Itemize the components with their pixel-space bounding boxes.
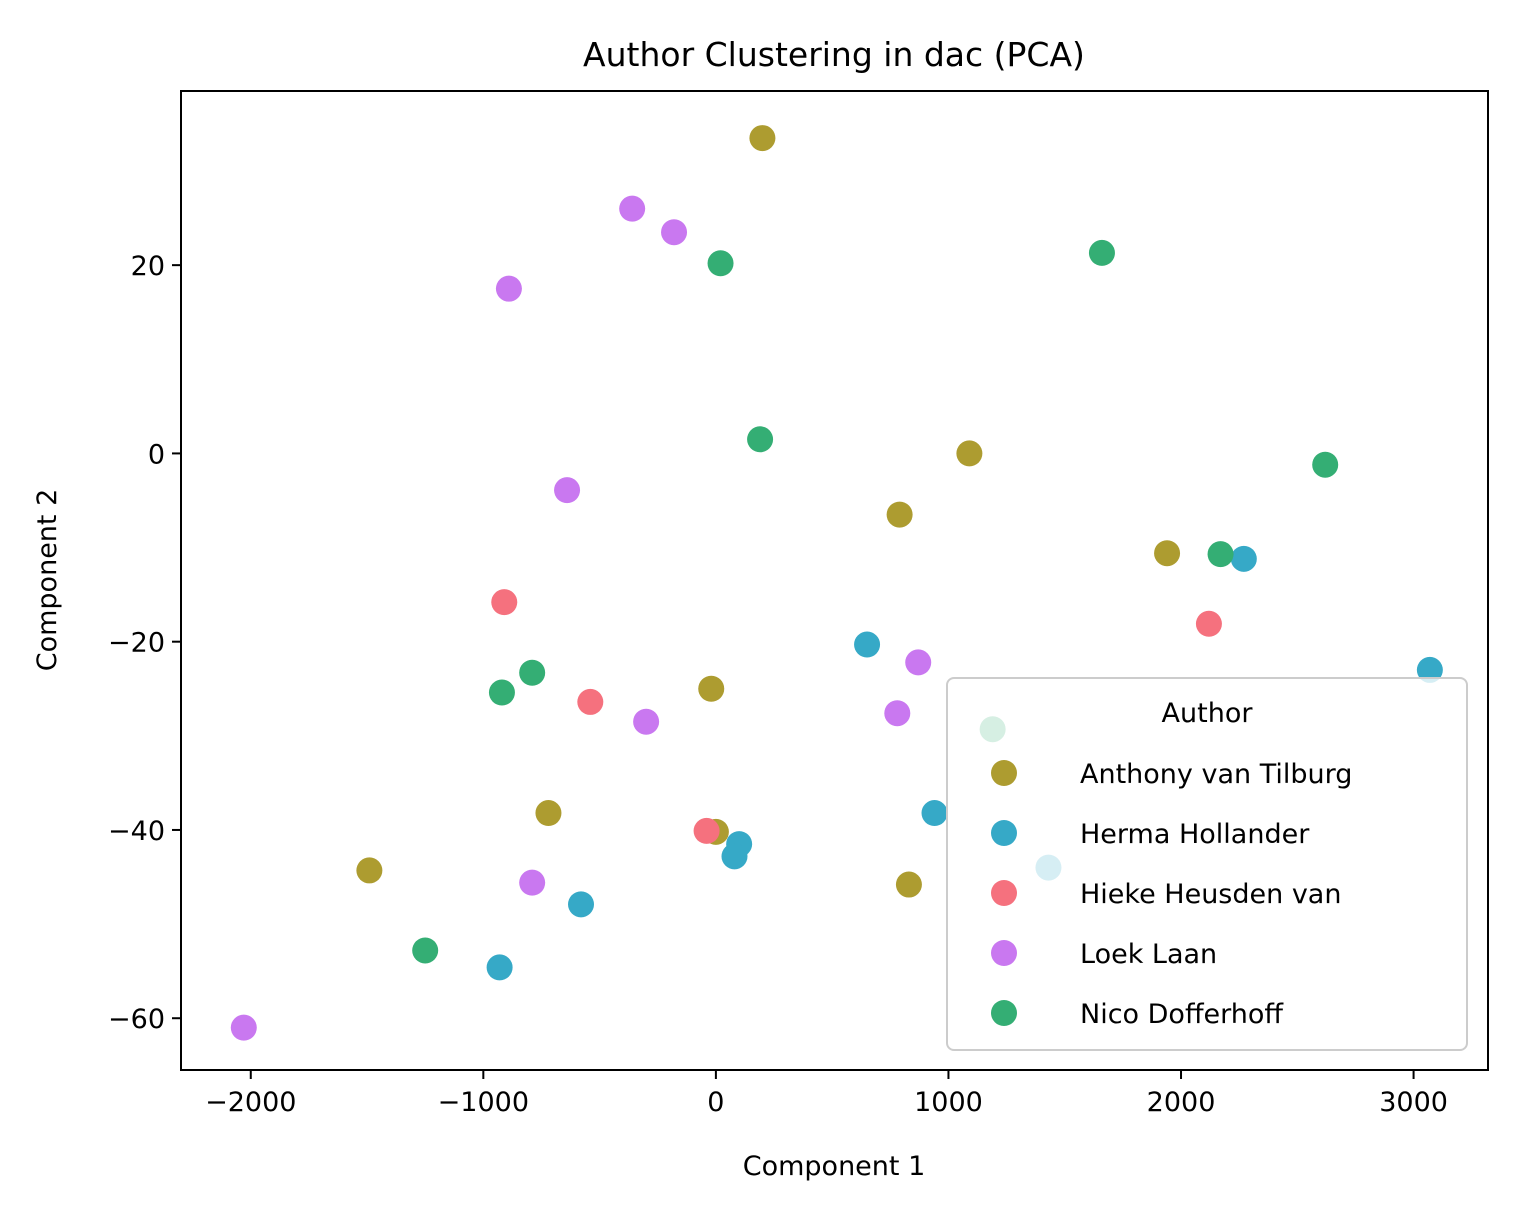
point-anthony-van-tilburg <box>895 871 922 898</box>
point-nico-dofferhoff <box>1312 451 1339 478</box>
legend-label-loek-laan: Loek Laan <box>1080 939 1217 970</box>
point-herma-hollander <box>568 891 595 918</box>
point-herma-hollander <box>921 800 948 827</box>
legend-box <box>946 677 1468 1051</box>
legend-label-anthony-van-tilburg: Anthony van Tilburg <box>1080 759 1352 790</box>
y-tick-label: −60 <box>108 1004 165 1035</box>
y-tick-label: −20 <box>108 628 165 659</box>
point-hieke-heusden-van <box>577 688 604 715</box>
legend-items: Anthony van Tilburg Herma Hollander Hieke … <box>991 759 1352 1030</box>
point-anthony-van-tilburg <box>1154 540 1181 567</box>
point-hieke-heusden-van <box>1195 610 1222 637</box>
legend-label-nico-dofferhoff: Nico Dofferhoff <box>1080 999 1284 1030</box>
point-anthony-van-tilburg <box>886 501 913 528</box>
point-loek-laan <box>884 700 911 727</box>
legend-marker-nico-dofferhoff <box>991 1000 1017 1026</box>
x-tick-label: 2000 <box>1147 1087 1216 1118</box>
x-tick-label: 0 <box>707 1087 724 1118</box>
legend-marker-loek-laan <box>991 940 1017 966</box>
point-herma-hollander <box>854 631 881 658</box>
point-nico-dofferhoff <box>1207 541 1234 568</box>
y-tick-label: −40 <box>108 816 165 847</box>
point-loek-laan <box>633 708 660 735</box>
point-loek-laan <box>554 477 581 504</box>
point-nico-dofferhoff <box>747 426 774 453</box>
point-anthony-van-tilburg <box>956 440 983 467</box>
point-loek-laan <box>495 275 522 302</box>
point-loek-laan <box>619 195 646 222</box>
point-nico-dofferhoff <box>707 250 734 277</box>
y-tick-label: 0 <box>148 439 165 470</box>
point-nico-dofferhoff <box>412 937 439 964</box>
legend-label-herma-hollander: Herma Hollander <box>1080 819 1310 850</box>
point-loek-laan <box>230 1014 257 1041</box>
legend-marker-herma-hollander <box>991 820 1017 846</box>
point-anthony-van-tilburg <box>698 675 725 702</box>
point-herma-hollander <box>721 843 748 870</box>
x-tick-label: 1000 <box>914 1087 983 1118</box>
y-axis-ticks: −60 −40 −20 0 20 <box>108 251 181 1035</box>
point-loek-laan <box>905 649 932 676</box>
point-anthony-van-tilburg <box>356 857 383 884</box>
y-axis-label: Component 2 <box>32 489 63 672</box>
legend-label-hieke-heusden-van: Hieke Heusden van <box>1080 879 1341 910</box>
point-herma-hollander <box>486 954 513 981</box>
legend-marker-hieke-heusden-van <box>991 880 1017 906</box>
x-axis-ticks: −2000 −1000 0 1000 2000 3000 <box>205 1070 1448 1118</box>
x-tick-label: −2000 <box>205 1087 296 1118</box>
point-loek-laan <box>661 219 688 246</box>
x-tick-label: 3000 <box>1379 1087 1448 1118</box>
point-nico-dofferhoff <box>1088 239 1115 266</box>
point-hieke-heusden-van <box>491 589 518 616</box>
plot-frame <box>180 90 1489 1071</box>
point-hieke-heusden-van <box>693 817 720 844</box>
point-loek-laan <box>519 869 546 896</box>
point-nico-dofferhoff <box>488 679 515 706</box>
chart-title: Author Clustering in dac (PCA) <box>583 35 1085 74</box>
point-nico-dofferhoff <box>519 659 546 686</box>
point-anthony-van-tilburg <box>535 800 562 827</box>
legend: Author Anthony van Tilburg Herma Hollande… <box>946 677 1468 1051</box>
point-anthony-van-tilburg <box>749 125 776 152</box>
point-herma-hollander <box>1416 656 1443 683</box>
legend-title: Author <box>1162 698 1254 729</box>
point-herma-hollander <box>1230 545 1257 572</box>
x-axis-label: Component 1 <box>743 1151 926 1182</box>
x-tick-label: −1000 <box>438 1087 529 1118</box>
legend-marker-anthony-van-tilburg <box>991 760 1017 786</box>
y-tick-label: 20 <box>131 251 165 282</box>
